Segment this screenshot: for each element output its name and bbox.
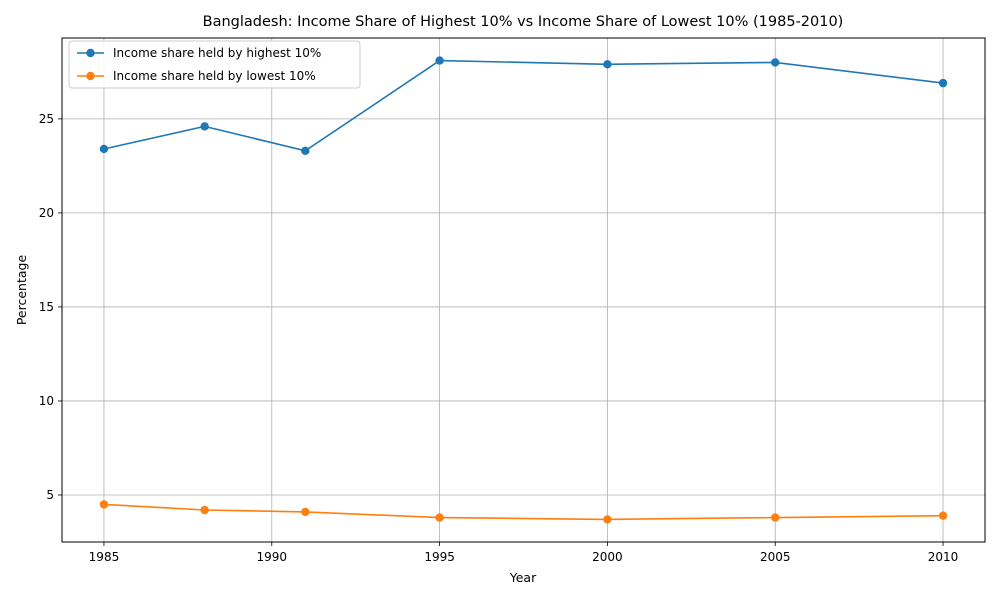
data-point xyxy=(603,60,612,69)
plot-frame xyxy=(61,37,986,543)
data-point xyxy=(435,513,444,522)
series-lines xyxy=(99,56,948,524)
y-axis: 5 10 15 20 25 xyxy=(39,112,62,502)
data-point xyxy=(938,78,948,88)
data-point xyxy=(99,144,109,154)
data-point xyxy=(771,513,780,522)
x-axis-label: Year xyxy=(509,570,537,585)
x-tick-label: 2010 xyxy=(928,550,959,564)
legend: Income share held by highest 10% Income s… xyxy=(68,40,361,89)
data-point xyxy=(301,507,310,517)
y-tick-label: 20 xyxy=(39,206,54,220)
y-axis-label: Percentage xyxy=(14,255,29,326)
x-tick-label: 2000 xyxy=(592,550,623,564)
x-tick-label: 1985 xyxy=(89,550,120,564)
y-tick-label: 15 xyxy=(39,300,54,314)
y-tick-label: 5 xyxy=(46,488,54,502)
data-point xyxy=(435,56,444,65)
x-tick-label: 1990 xyxy=(256,550,287,564)
data-point xyxy=(771,58,780,67)
y-tick-label: 25 xyxy=(39,112,54,126)
data-point xyxy=(200,122,209,131)
series-line-2 xyxy=(103,503,944,521)
data-point xyxy=(301,146,310,156)
x-tick-label: 1995 xyxy=(424,550,455,564)
data-point xyxy=(200,505,209,515)
x-axis: 1985 1990 1995 2000 2005 2010 xyxy=(89,542,959,564)
x-tick-label: 2005 xyxy=(760,550,791,564)
legend-label: Income share held by highest 10% xyxy=(113,46,321,60)
chart-title: Bangladesh: Income Share of Highest 10% … xyxy=(203,14,844,30)
y-tick-label: 10 xyxy=(39,394,54,408)
grid xyxy=(62,38,985,542)
data-point xyxy=(603,515,612,524)
legend-swatch-marker xyxy=(86,71,95,81)
data-point xyxy=(938,511,948,520)
data-point xyxy=(99,500,109,509)
legend-label: Income share held by lowest 10% xyxy=(113,69,316,83)
legend-box xyxy=(68,40,361,89)
legend-swatch-marker xyxy=(86,48,95,58)
